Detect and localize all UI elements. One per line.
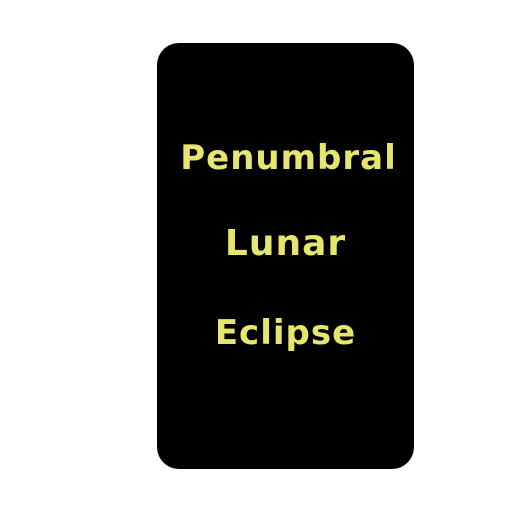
card-title-line-1: Penumbral — [180, 138, 397, 178]
card-title-line-2: Lunar — [224, 223, 347, 264]
card-title-line-3: Eclipse — [214, 313, 357, 353]
eclipse-card — [157, 43, 414, 469]
